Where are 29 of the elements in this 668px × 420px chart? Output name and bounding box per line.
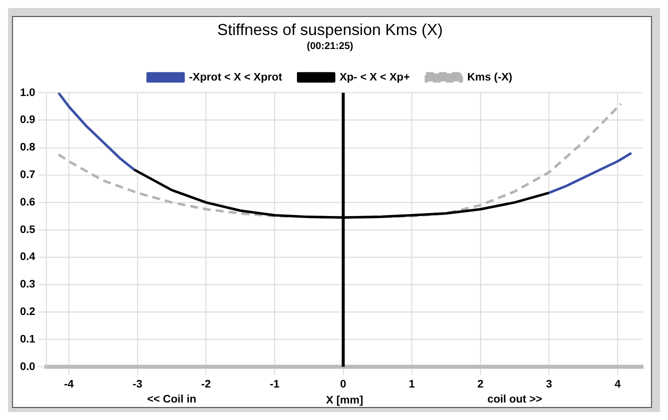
y-tick-label: 1.0: [20, 86, 36, 99]
x-tick-label: 4: [614, 378, 622, 390]
legend-label: Xp- < X < Xp+: [340, 71, 410, 84]
y-tick-label: 0.3: [20, 278, 36, 291]
y-tick-label: 0.2: [20, 306, 36, 318]
text: << Coil in: [147, 394, 196, 406]
y-tick-label: 0.7: [20, 169, 36, 182]
y-tick-label: 0.5: [20, 224, 36, 236]
chart-subtitle: (00:21:25): [306, 40, 354, 52]
x-tick-label: -2: [201, 378, 211, 390]
y-tick-label: 0.1: [20, 333, 36, 346]
x-tick-label: 0: [340, 378, 346, 390]
x-axis-title: X [mm]: [326, 394, 364, 406]
x-tick-label: -4: [64, 378, 75, 390]
line-series: [57, 102, 622, 219]
y-tick-label: 0.0: [20, 360, 36, 373]
y-tick-label: 0.4: [20, 251, 36, 264]
x-tick-label: 1: [408, 378, 415, 390]
y-tick-label: 0.9: [20, 114, 36, 126]
x-tick-label: 3: [546, 378, 552, 390]
text: coil out >>: [487, 394, 542, 406]
chart-title: Stiffness of suspension Kms (X): [217, 22, 443, 39]
y-tick-label: 0.8: [20, 142, 36, 154]
x-tick-label: -1: [270, 378, 280, 390]
legend-label: Kms (-X): [467, 71, 513, 84]
legend-label: -Xprot < X < Xprot: [189, 71, 282, 84]
y-tick-label: 0.6: [20, 196, 36, 208]
x-tick-label: -3: [132, 378, 142, 390]
x-tick-label: 2: [477, 378, 484, 390]
